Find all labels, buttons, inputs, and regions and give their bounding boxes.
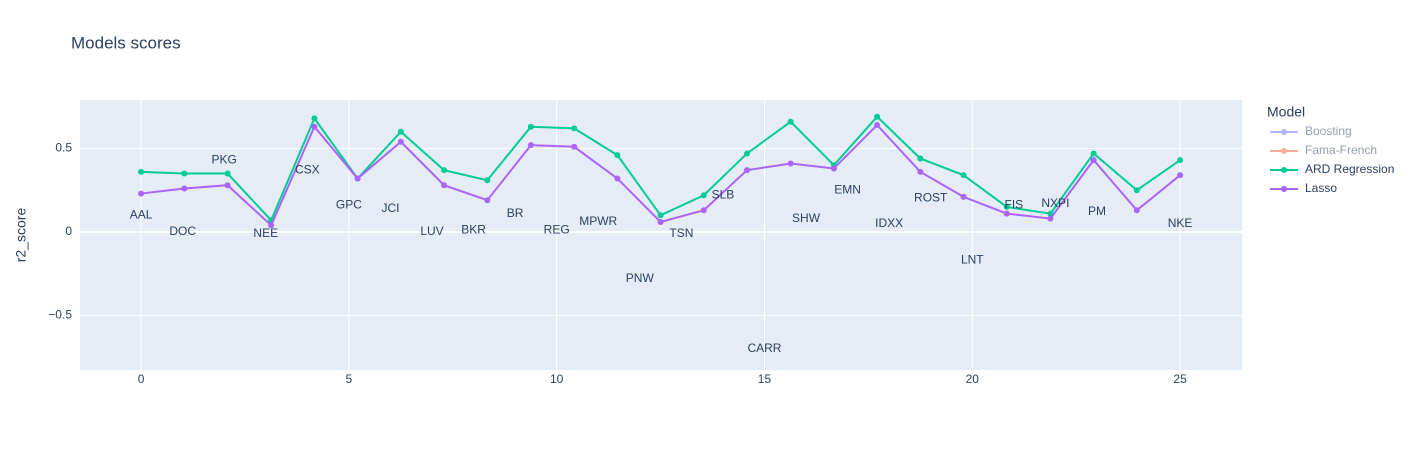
x-tick-label: 15 — [758, 372, 772, 386]
legend-label: Fama-French — [1305, 143, 1377, 157]
annotation: BR — [507, 206, 524, 220]
data-point — [1177, 157, 1184, 164]
annotation: SHW — [792, 211, 821, 225]
data-point — [311, 115, 318, 122]
annotation: PM — [1088, 204, 1106, 218]
legend-item: Lasso — [1270, 181, 1337, 195]
data-point — [268, 222, 275, 229]
annotation: GPC — [336, 197, 362, 211]
x-tick-label: 5 — [346, 372, 353, 386]
data-point — [830, 165, 837, 172]
data-point — [787, 160, 794, 167]
data-point — [571, 143, 578, 150]
annotation: SLB — [712, 187, 735, 201]
data-point — [1133, 187, 1140, 194]
data-point — [787, 118, 794, 125]
legend-label: Boosting — [1305, 124, 1352, 138]
data-point — [744, 167, 751, 174]
legend-item: Boosting — [1270, 124, 1352, 138]
annotation: MPWR — [579, 214, 617, 228]
y-axis-title: r2_score — [13, 208, 29, 263]
annotation: EMN — [834, 182, 861, 196]
annotation: PKG — [212, 152, 237, 166]
x-tick-label: 25 — [1173, 372, 1187, 386]
data-point — [181, 170, 188, 177]
data-point — [1090, 150, 1097, 157]
data-point — [874, 113, 881, 120]
chart-title: Models scores — [71, 33, 181, 52]
x-tick-label: 10 — [550, 372, 564, 386]
data-point — [1003, 210, 1010, 217]
annotation: BKR — [461, 222, 486, 236]
annotation: AAL — [130, 207, 153, 221]
data-point — [484, 197, 491, 204]
legend-marker — [1281, 129, 1287, 135]
data-point — [960, 193, 967, 200]
data-point — [527, 123, 534, 130]
legend-marker — [1281, 167, 1287, 173]
annotation: CSX — [295, 162, 320, 176]
annotation: NKE — [1168, 216, 1193, 230]
data-point — [917, 155, 924, 162]
annotation: ROST — [914, 191, 948, 205]
annotation: REG — [544, 222, 570, 236]
data-point — [397, 128, 404, 135]
legend-marker — [1281, 186, 1287, 192]
data-point — [311, 123, 318, 130]
x-tick-label: 0 — [138, 372, 145, 386]
data-point — [138, 190, 145, 197]
data-point — [917, 168, 924, 175]
legend-item: ARD Regression — [1270, 162, 1394, 176]
legend-label: ARD Regression — [1305, 162, 1394, 176]
data-point — [441, 182, 448, 189]
annotation: LNT — [961, 253, 984, 267]
y-tick-label: −0.5 — [48, 308, 72, 322]
annotation: PNW — [626, 271, 655, 285]
annotation: DOC — [169, 224, 196, 238]
annotation: JCI — [381, 201, 399, 215]
data-point — [657, 218, 664, 225]
annotation: IDXX — [875, 216, 903, 230]
data-point — [1090, 157, 1097, 164]
data-point — [571, 125, 578, 132]
data-point — [441, 167, 448, 174]
data-point — [744, 150, 751, 157]
data-point — [874, 122, 881, 129]
grid — [80, 100, 1242, 370]
data-point — [1047, 215, 1054, 222]
marks: AAL DOC PKG NEE CSX GPC JCI LUV BKR BR REG MPWR PNW T… — [130, 113, 1193, 355]
annotation: NXPI — [1041, 196, 1069, 210]
annotation: LUV — [420, 224, 443, 238]
data-point — [224, 182, 231, 189]
data-point — [614, 175, 621, 182]
annotation: FIS — [1005, 197, 1024, 211]
x-tick-label: 20 — [966, 372, 980, 386]
data-point — [484, 177, 491, 184]
legend-marker — [1281, 148, 1287, 154]
data-point — [1177, 172, 1184, 179]
data-point — [960, 172, 967, 179]
y-tick-label: 0 — [65, 224, 72, 238]
legend-title: Model — [1267, 104, 1305, 120]
data-point — [614, 152, 621, 159]
data-point — [1003, 203, 1010, 210]
annotation: TSN — [669, 226, 693, 240]
data-point — [527, 142, 534, 149]
legend-label: Lasso — [1305, 181, 1337, 195]
data-point — [181, 185, 188, 192]
data-point — [224, 170, 231, 177]
data-point — [397, 138, 404, 145]
y-tick-label: 0.5 — [55, 141, 72, 155]
annotation: NEE — [253, 226, 278, 240]
data-point — [657, 212, 664, 219]
data-point — [1133, 207, 1140, 214]
data-point — [138, 168, 145, 175]
annotation: CARR — [747, 341, 781, 355]
plot-area — [80, 100, 1242, 370]
data-point — [354, 175, 361, 182]
data-point — [700, 207, 707, 214]
data-point — [700, 192, 707, 199]
legend-item: Fama-French — [1270, 143, 1377, 157]
